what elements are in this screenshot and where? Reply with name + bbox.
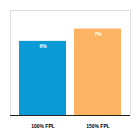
svg-text:150% FPL: 150% FPL	[86, 123, 110, 129]
svg-text:100% FPL: 100% FPL	[31, 123, 55, 129]
svg-text:7%: 7%	[94, 31, 102, 37]
svg-text:6%: 6%	[39, 43, 47, 49]
